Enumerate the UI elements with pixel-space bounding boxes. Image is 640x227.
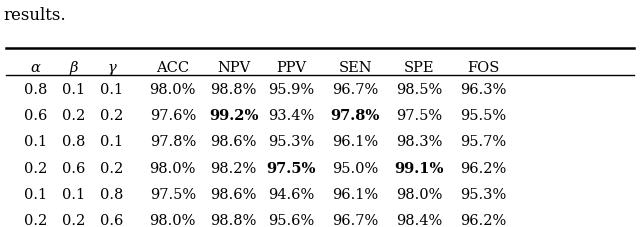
Text: 0.6: 0.6 <box>62 161 85 175</box>
Text: 99.2%: 99.2% <box>209 109 259 123</box>
Text: 95.0%: 95.0% <box>332 161 378 175</box>
Text: 95.3%: 95.3% <box>268 135 314 149</box>
Text: 0.1: 0.1 <box>24 135 47 149</box>
Text: 97.6%: 97.6% <box>150 109 196 123</box>
Text: 93.4%: 93.4% <box>268 109 314 123</box>
Text: 0.2: 0.2 <box>62 109 85 123</box>
Text: 98.0%: 98.0% <box>396 187 442 201</box>
Text: 0.1: 0.1 <box>100 135 124 149</box>
Text: PPV: PPV <box>276 61 307 75</box>
Text: 98.0%: 98.0% <box>150 83 196 97</box>
Text: α: α <box>30 61 40 75</box>
Text: 0.2: 0.2 <box>100 161 124 175</box>
Text: 99.1%: 99.1% <box>394 161 444 175</box>
Text: 96.7%: 96.7% <box>332 83 378 97</box>
Text: FOS: FOS <box>467 61 499 75</box>
Text: 98.2%: 98.2% <box>211 161 257 175</box>
Text: 96.1%: 96.1% <box>332 187 378 201</box>
Text: 98.6%: 98.6% <box>211 187 257 201</box>
Text: 0.2: 0.2 <box>24 213 47 227</box>
Text: SEN: SEN <box>339 61 372 75</box>
Text: 96.3%: 96.3% <box>460 83 506 97</box>
Text: 97.8%: 97.8% <box>330 109 380 123</box>
Text: 98.6%: 98.6% <box>211 135 257 149</box>
Text: 95.6%: 95.6% <box>268 213 314 227</box>
Text: 0.1: 0.1 <box>62 83 85 97</box>
Text: 0.2: 0.2 <box>100 109 124 123</box>
Text: ACC: ACC <box>156 61 189 75</box>
Text: 95.3%: 95.3% <box>460 187 506 201</box>
Text: 0.2: 0.2 <box>62 213 85 227</box>
Text: 98.0%: 98.0% <box>150 213 196 227</box>
Text: 97.5%: 97.5% <box>266 161 316 175</box>
Text: 95.7%: 95.7% <box>460 135 506 149</box>
Text: 95.5%: 95.5% <box>460 109 506 123</box>
Text: 0.1: 0.1 <box>62 187 85 201</box>
Text: 0.2: 0.2 <box>24 161 47 175</box>
Text: 0.1: 0.1 <box>24 187 47 201</box>
Text: 96.7%: 96.7% <box>332 213 378 227</box>
Text: 98.0%: 98.0% <box>150 161 196 175</box>
Text: 0.8: 0.8 <box>24 83 47 97</box>
Text: 0.6: 0.6 <box>24 109 47 123</box>
Text: 95.9%: 95.9% <box>268 83 314 97</box>
Text: SPE: SPE <box>404 61 435 75</box>
Text: 0.8: 0.8 <box>100 187 124 201</box>
Text: 96.2%: 96.2% <box>460 213 506 227</box>
Text: γ: γ <box>108 61 116 75</box>
Text: results.: results. <box>3 7 66 24</box>
Text: 98.5%: 98.5% <box>396 83 442 97</box>
Text: 97.8%: 97.8% <box>150 135 196 149</box>
Text: 98.3%: 98.3% <box>396 135 442 149</box>
Text: 98.8%: 98.8% <box>211 83 257 97</box>
Text: 96.2%: 96.2% <box>460 161 506 175</box>
Text: 0.8: 0.8 <box>62 135 85 149</box>
Text: 97.5%: 97.5% <box>396 109 442 123</box>
Text: NPV: NPV <box>217 61 250 75</box>
Text: 97.5%: 97.5% <box>150 187 196 201</box>
Text: 96.1%: 96.1% <box>332 135 378 149</box>
Text: 98.8%: 98.8% <box>211 213 257 227</box>
Text: 0.1: 0.1 <box>100 83 124 97</box>
Text: 94.6%: 94.6% <box>268 187 314 201</box>
Text: 98.4%: 98.4% <box>396 213 442 227</box>
Text: β: β <box>69 61 78 75</box>
Text: 0.6: 0.6 <box>100 213 124 227</box>
